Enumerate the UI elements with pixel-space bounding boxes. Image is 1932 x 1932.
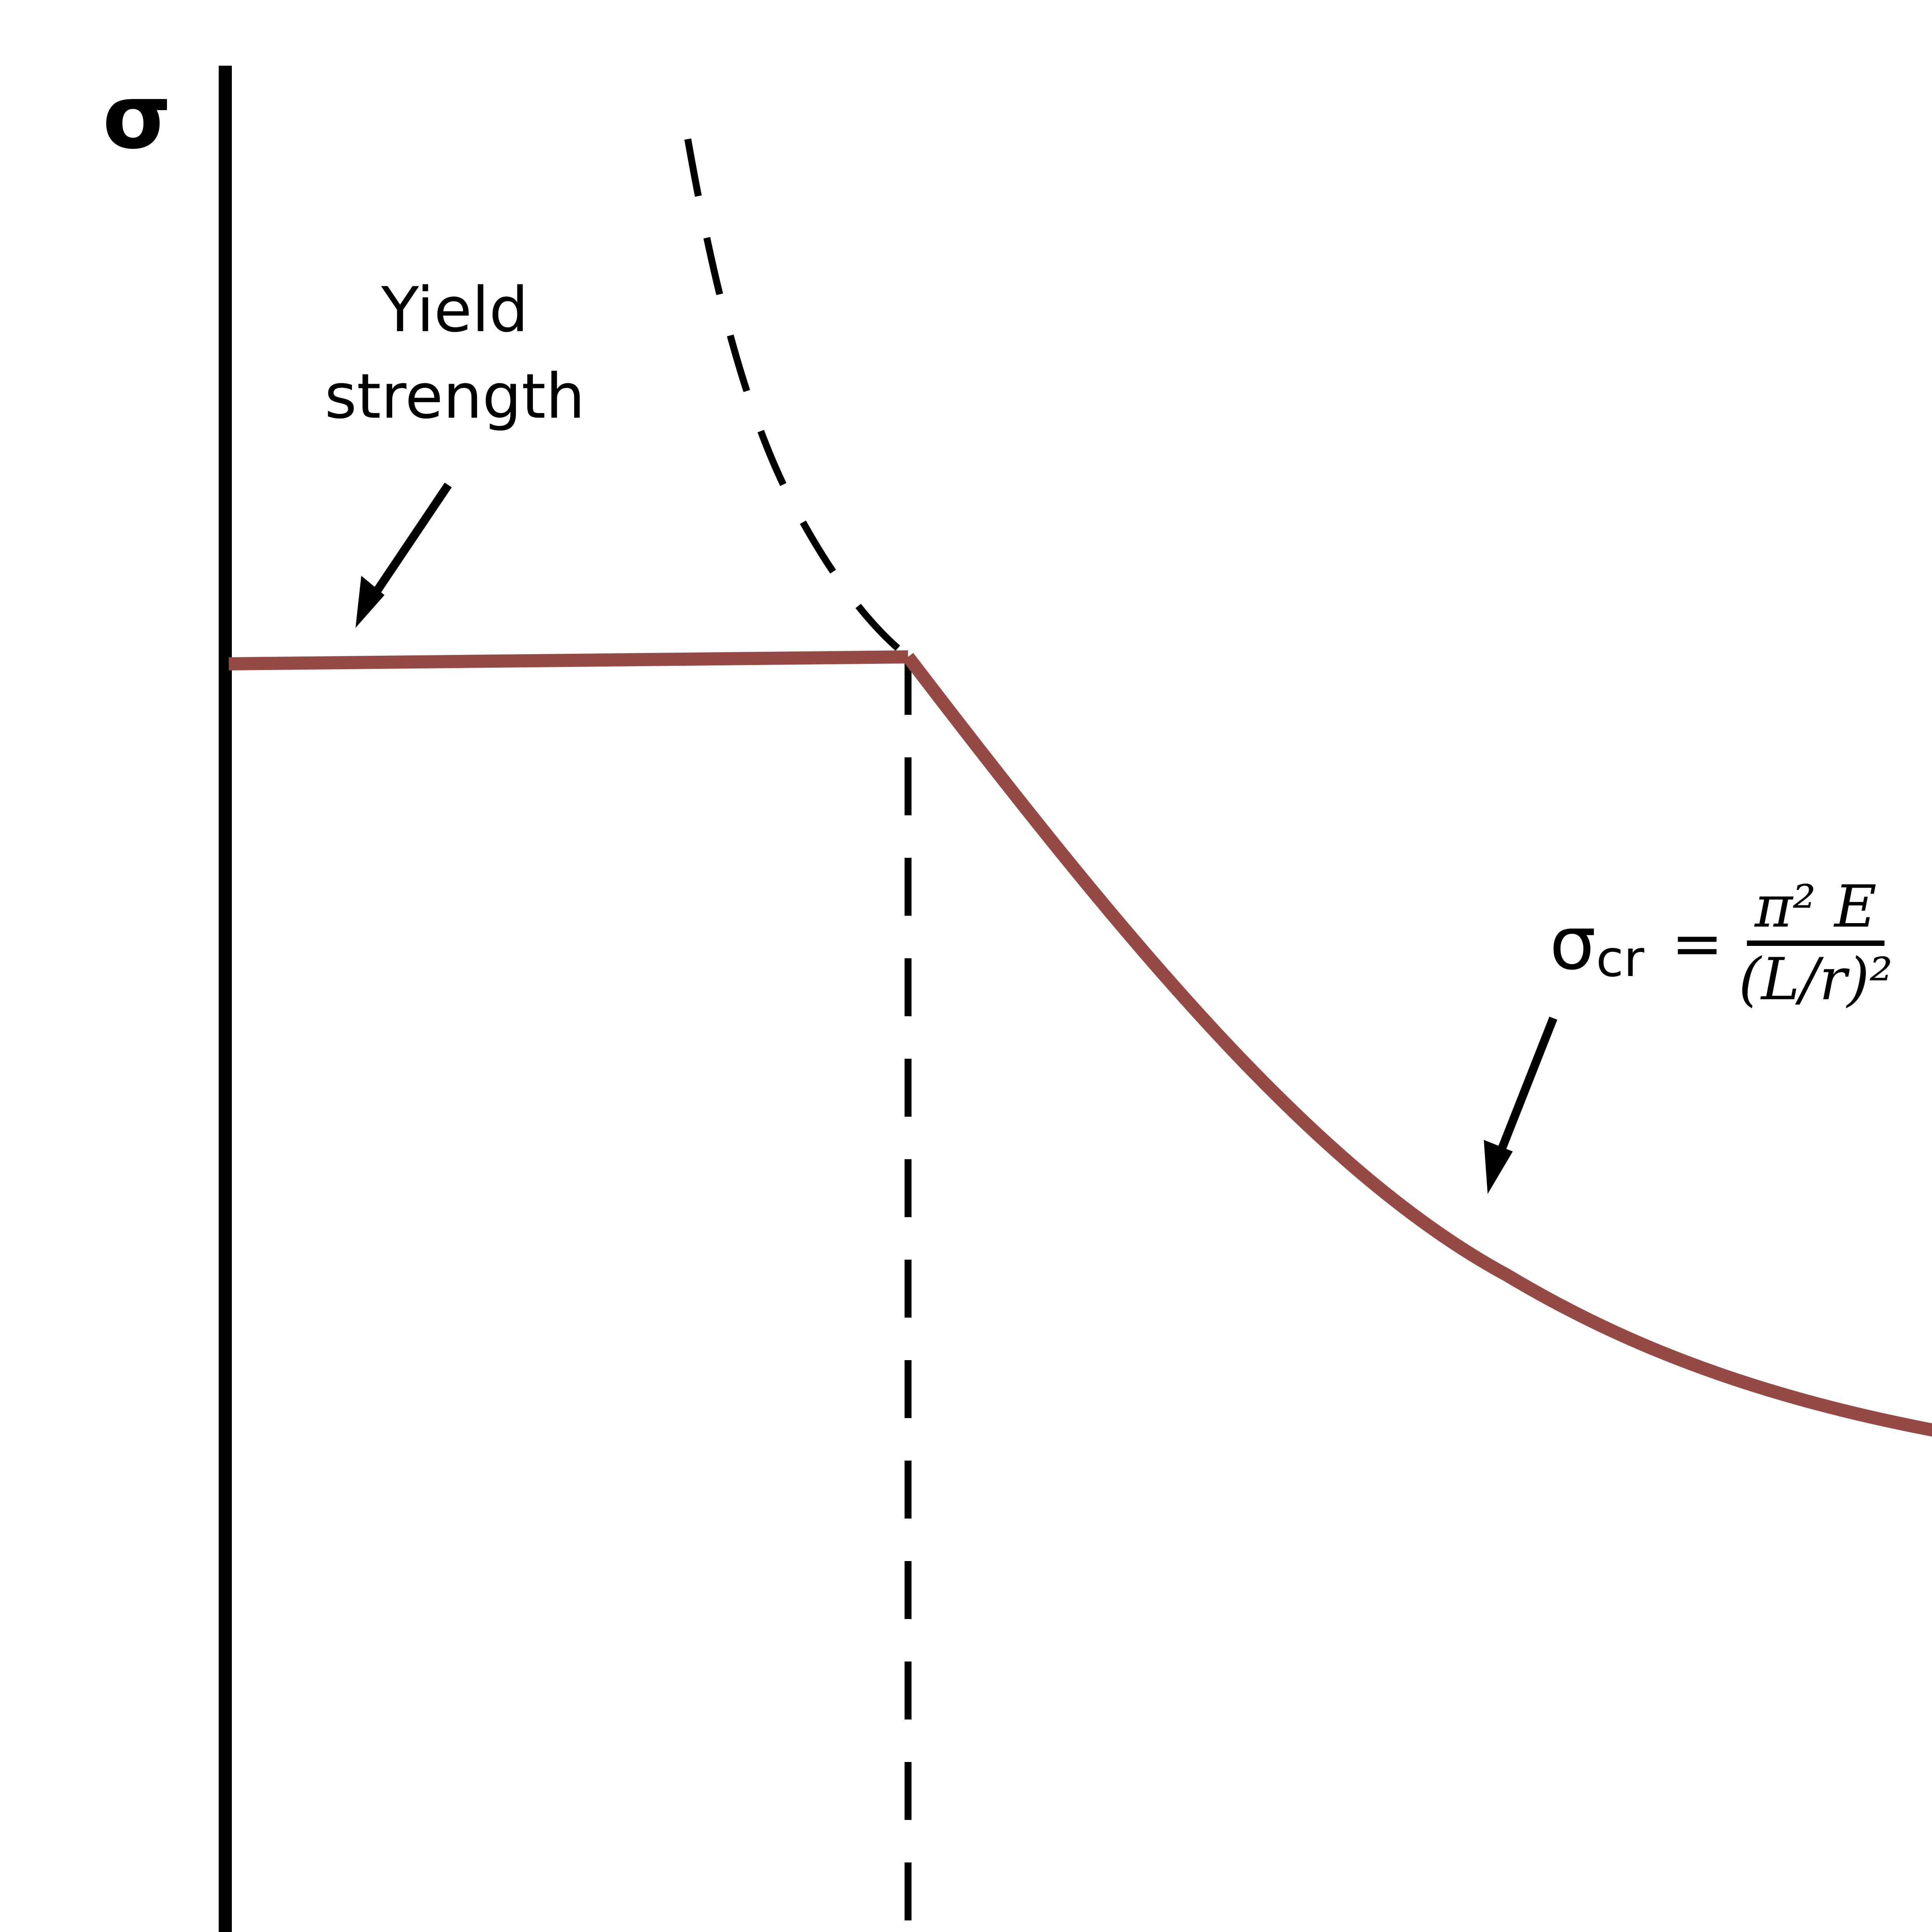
y-axis-label: σ [102, 66, 172, 169]
yield-label-line1: Yield [381, 274, 529, 346]
yield-arrow-head [355, 576, 384, 628]
formula-numerator: π² E [1747, 873, 1884, 946]
euler-curve [903, 653, 1932, 1437]
yield-plateau-line [228, 650, 908, 670]
formula-arrow-head [1484, 1140, 1513, 1194]
formula-equals: = [1671, 907, 1723, 980]
formula-sigma: σ [1549, 900, 1596, 986]
formula-subscript: cr [1596, 929, 1645, 988]
yield-arrow-shaft [365, 482, 452, 605]
formula-denominator: (L/r)² [1738, 946, 1893, 1013]
euler-formula: σ cr = π² E (L/r)² [1549, 873, 1893, 1013]
formula-arrow-shaft [1495, 1016, 1558, 1157]
euler-extension-dashed [684, 138, 910, 660]
formula-fraction: π² E (L/r)² [1738, 873, 1893, 1013]
yield-label-line2: strength [325, 360, 585, 432]
yield-strength-annotation: Yield strength [325, 267, 585, 440]
